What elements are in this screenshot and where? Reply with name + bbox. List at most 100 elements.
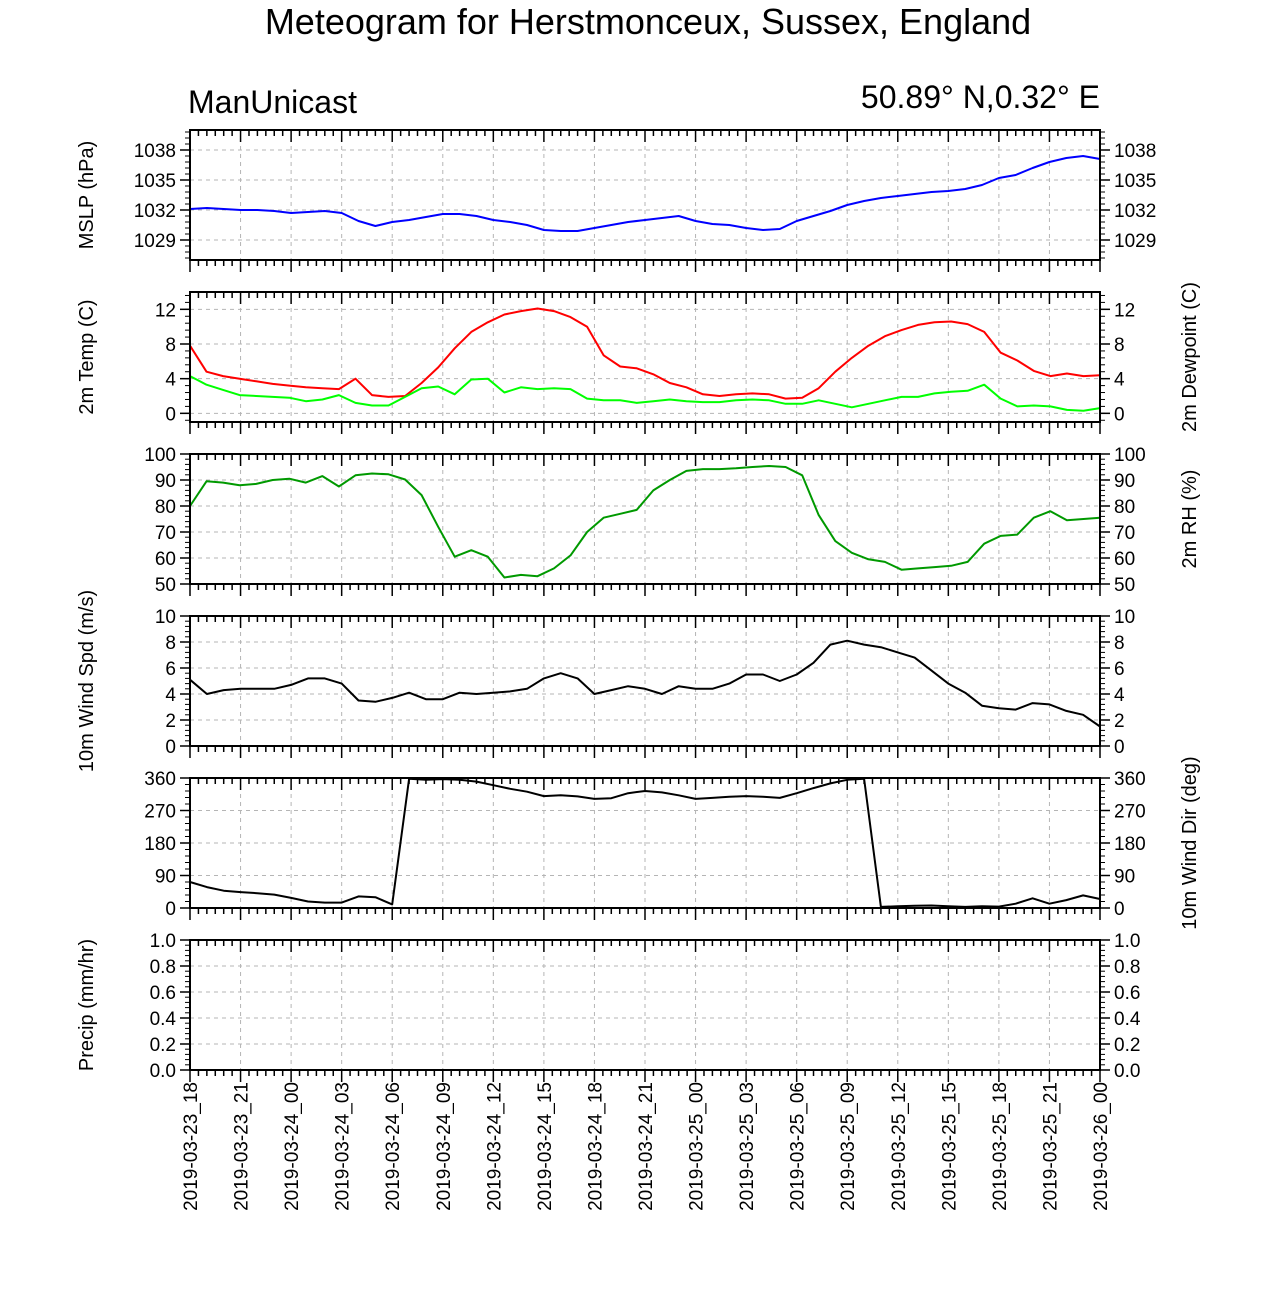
time-tick-label: 2019-03-23_21 — [232, 1082, 253, 1211]
y-tick-label-right: 4 — [1114, 685, 1125, 706]
y-tick-label-right: 1038 — [1114, 141, 1156, 162]
y-tick-label-right: 1032 — [1114, 201, 1156, 222]
y-tick-label-left: 0 — [165, 737, 176, 758]
y-tick-label-left: 6 — [165, 659, 176, 680]
time-tick-label: 2019-03-24_21 — [636, 1082, 657, 1211]
location-coords: 50.89° N,0.32° E — [861, 79, 1100, 115]
y-tick-label-right: 360 — [1114, 769, 1146, 790]
y-tick-label-left: 1.0 — [150, 931, 176, 952]
y-tick-label-right: 0 — [1114, 899, 1125, 920]
y-tick-label-left: 0.4 — [150, 1009, 177, 1030]
time-tick-label: 2019-03-25_15 — [939, 1082, 960, 1211]
y-axis-title-left: Precip (mm/hr) — [76, 939, 98, 1071]
y-tick-label-left: 270 — [144, 802, 176, 823]
y-tick-label-left: 1038 — [134, 141, 176, 162]
time-tick-label: 2019-03-24_00 — [282, 1082, 303, 1211]
y-axis-title-left: MSLP (hPa) — [76, 141, 98, 250]
y-tick-label-left: 0.6 — [150, 983, 176, 1004]
y-tick-label-right: 0.8 — [1114, 957, 1140, 978]
y-axis-title-left: 2m Temp (C) — [76, 299, 98, 414]
y-tick-label-right: 8 — [1114, 633, 1125, 654]
y-tick-label-right: 90 — [1114, 471, 1135, 492]
y-axis-title-right: 10m Wind Dir (deg) — [1179, 756, 1201, 929]
time-tick-label: 2019-03-25_18 — [990, 1082, 1011, 1211]
y-tick-label-left: 0 — [165, 899, 176, 920]
y-tick-label-left: 0 — [165, 404, 176, 425]
y-tick-label-right: 60 — [1114, 549, 1135, 570]
y-tick-label-right: 50 — [1114, 575, 1135, 596]
time-tick-label: 2019-03-25_03 — [737, 1082, 758, 1211]
time-tick-label: 2019-03-24_09 — [434, 1082, 455, 1211]
y-tick-label-right: 8 — [1114, 335, 1125, 356]
y-tick-label-left: 0.2 — [150, 1035, 176, 1056]
time-tick-label: 2019-03-25_00 — [687, 1082, 708, 1211]
panel-3: 50 50 60 60 70 70 80 80 90 90 100 100 2m RH (%) — [144, 445, 1201, 596]
y-axis-title-right: 2m RH (%) — [1179, 470, 1201, 569]
y-tick-label-right: 0.2 — [1114, 1035, 1140, 1056]
y-tick-label-left: 0.0 — [150, 1061, 176, 1082]
y-tick-label-left: 1029 — [134, 231, 176, 252]
y-tick-label-left: 12 — [155, 300, 176, 321]
y-tick-label-right: 0.4 — [1114, 1009, 1141, 1030]
y-tick-label-left: 8 — [165, 633, 176, 654]
time-axis: 2019-03-23_18 2019-03-23_21 2019-03-24_00 2… — [181, 1082, 1112, 1211]
y-tick-label-left: 2 — [165, 711, 176, 732]
time-tick-label: 2019-03-25_12 — [889, 1082, 910, 1211]
y-axis-title-left: 10m Wind Spd (m/s) — [76, 590, 98, 772]
y-tick-label-left: 8 — [165, 335, 176, 356]
y-tick-label-right: 80 — [1114, 497, 1135, 518]
time-tick-label: 2019-03-24_12 — [484, 1082, 505, 1211]
y-tick-label-right: 1.0 — [1114, 931, 1140, 952]
series-line-1 — [189, 777, 1101, 908]
time-tick-label: 2019-03-24_18 — [585, 1082, 606, 1211]
time-tick-label: 2019-03-25_21 — [1040, 1082, 1061, 1211]
y-tick-label-right: 0.0 — [1114, 1061, 1140, 1082]
series-line-2 — [189, 375, 1101, 412]
y-tick-label-left: 360 — [144, 769, 176, 790]
model-name: ManUnicast — [188, 84, 357, 120]
y-tick-label-right: 180 — [1114, 834, 1146, 855]
chart-title: Meteogram for Herstmonceux, Sussex, Engl… — [265, 1, 1031, 42]
y-tick-label-right: 4 — [1114, 370, 1125, 391]
panel-5: 0 0 90 90 180 180 270 270 360 360 10m Wind Dir (de… — [144, 756, 1201, 929]
time-tick-label: 2019-03-25_06 — [788, 1082, 809, 1211]
y-tick-label-left: 4 — [165, 685, 176, 706]
y-tick-label-right: 0 — [1114, 404, 1125, 425]
y-tick-label-left: 4 — [165, 370, 176, 391]
y-tick-label-right: 1029 — [1114, 231, 1156, 252]
series-line-1 — [189, 307, 1101, 400]
panel-2: 0 0 4 4 8 8 12 12 2m Temp (C) 2m Dewpoint (C) — [76, 282, 1201, 434]
panel-6: 0.0 0.0 0.2 0.2 0.4 0.4 0.6 0.6 0.8 0.8 1.0 1.0 Prec… — [76, 931, 1141, 1082]
series-line-1 — [189, 155, 1101, 232]
time-tick-label: 2019-03-24_15 — [535, 1082, 556, 1211]
time-tick-label: 2019-03-24_03 — [333, 1082, 354, 1211]
y-tick-label-left: 180 — [144, 834, 176, 855]
y-tick-label-right: 2 — [1114, 711, 1125, 732]
y-tick-label-right: 1035 — [1114, 171, 1156, 192]
y-tick-label-left: 100 — [144, 445, 176, 466]
time-tick-label: 2019-03-26_00 — [1091, 1082, 1112, 1211]
y-tick-label-right: 70 — [1114, 523, 1135, 544]
time-tick-label: 2019-03-25_09 — [838, 1082, 859, 1211]
y-tick-label-left: 60 — [155, 549, 176, 570]
y-tick-label-left: 90 — [155, 867, 176, 888]
y-tick-label-left: 1032 — [134, 201, 176, 222]
y-tick-label-left: 10 — [155, 607, 176, 628]
y-tick-label-right: 12 — [1114, 300, 1135, 321]
panel-4: 0 0 2 2 4 4 6 6 8 8 10 10 10m Wind Spd (m/s) — [76, 590, 1135, 772]
panel-1: 1029 1029 1032 1032 1035 1035 1038 1038 MSLP (hP… — [76, 129, 1156, 272]
y-tick-label-left: 1035 — [134, 171, 176, 192]
y-tick-label-right: 0 — [1114, 737, 1125, 758]
y-tick-label-right: 10 — [1114, 607, 1135, 628]
y-tick-label-right: 6 — [1114, 659, 1125, 680]
y-tick-label-right: 270 — [1114, 802, 1146, 823]
y-axis-title-right: 2m Dewpoint (C) — [1179, 282, 1201, 432]
y-tick-label-left: 50 — [155, 575, 176, 596]
time-tick-label: 2019-03-23_18 — [181, 1082, 202, 1211]
time-tick-label: 2019-03-24_06 — [383, 1082, 404, 1211]
series-line-1 — [189, 639, 1101, 728]
y-tick-label-right: 100 — [1114, 445, 1146, 466]
y-tick-label-right: 0.6 — [1114, 983, 1140, 1004]
y-tick-label-left: 80 — [155, 497, 176, 518]
